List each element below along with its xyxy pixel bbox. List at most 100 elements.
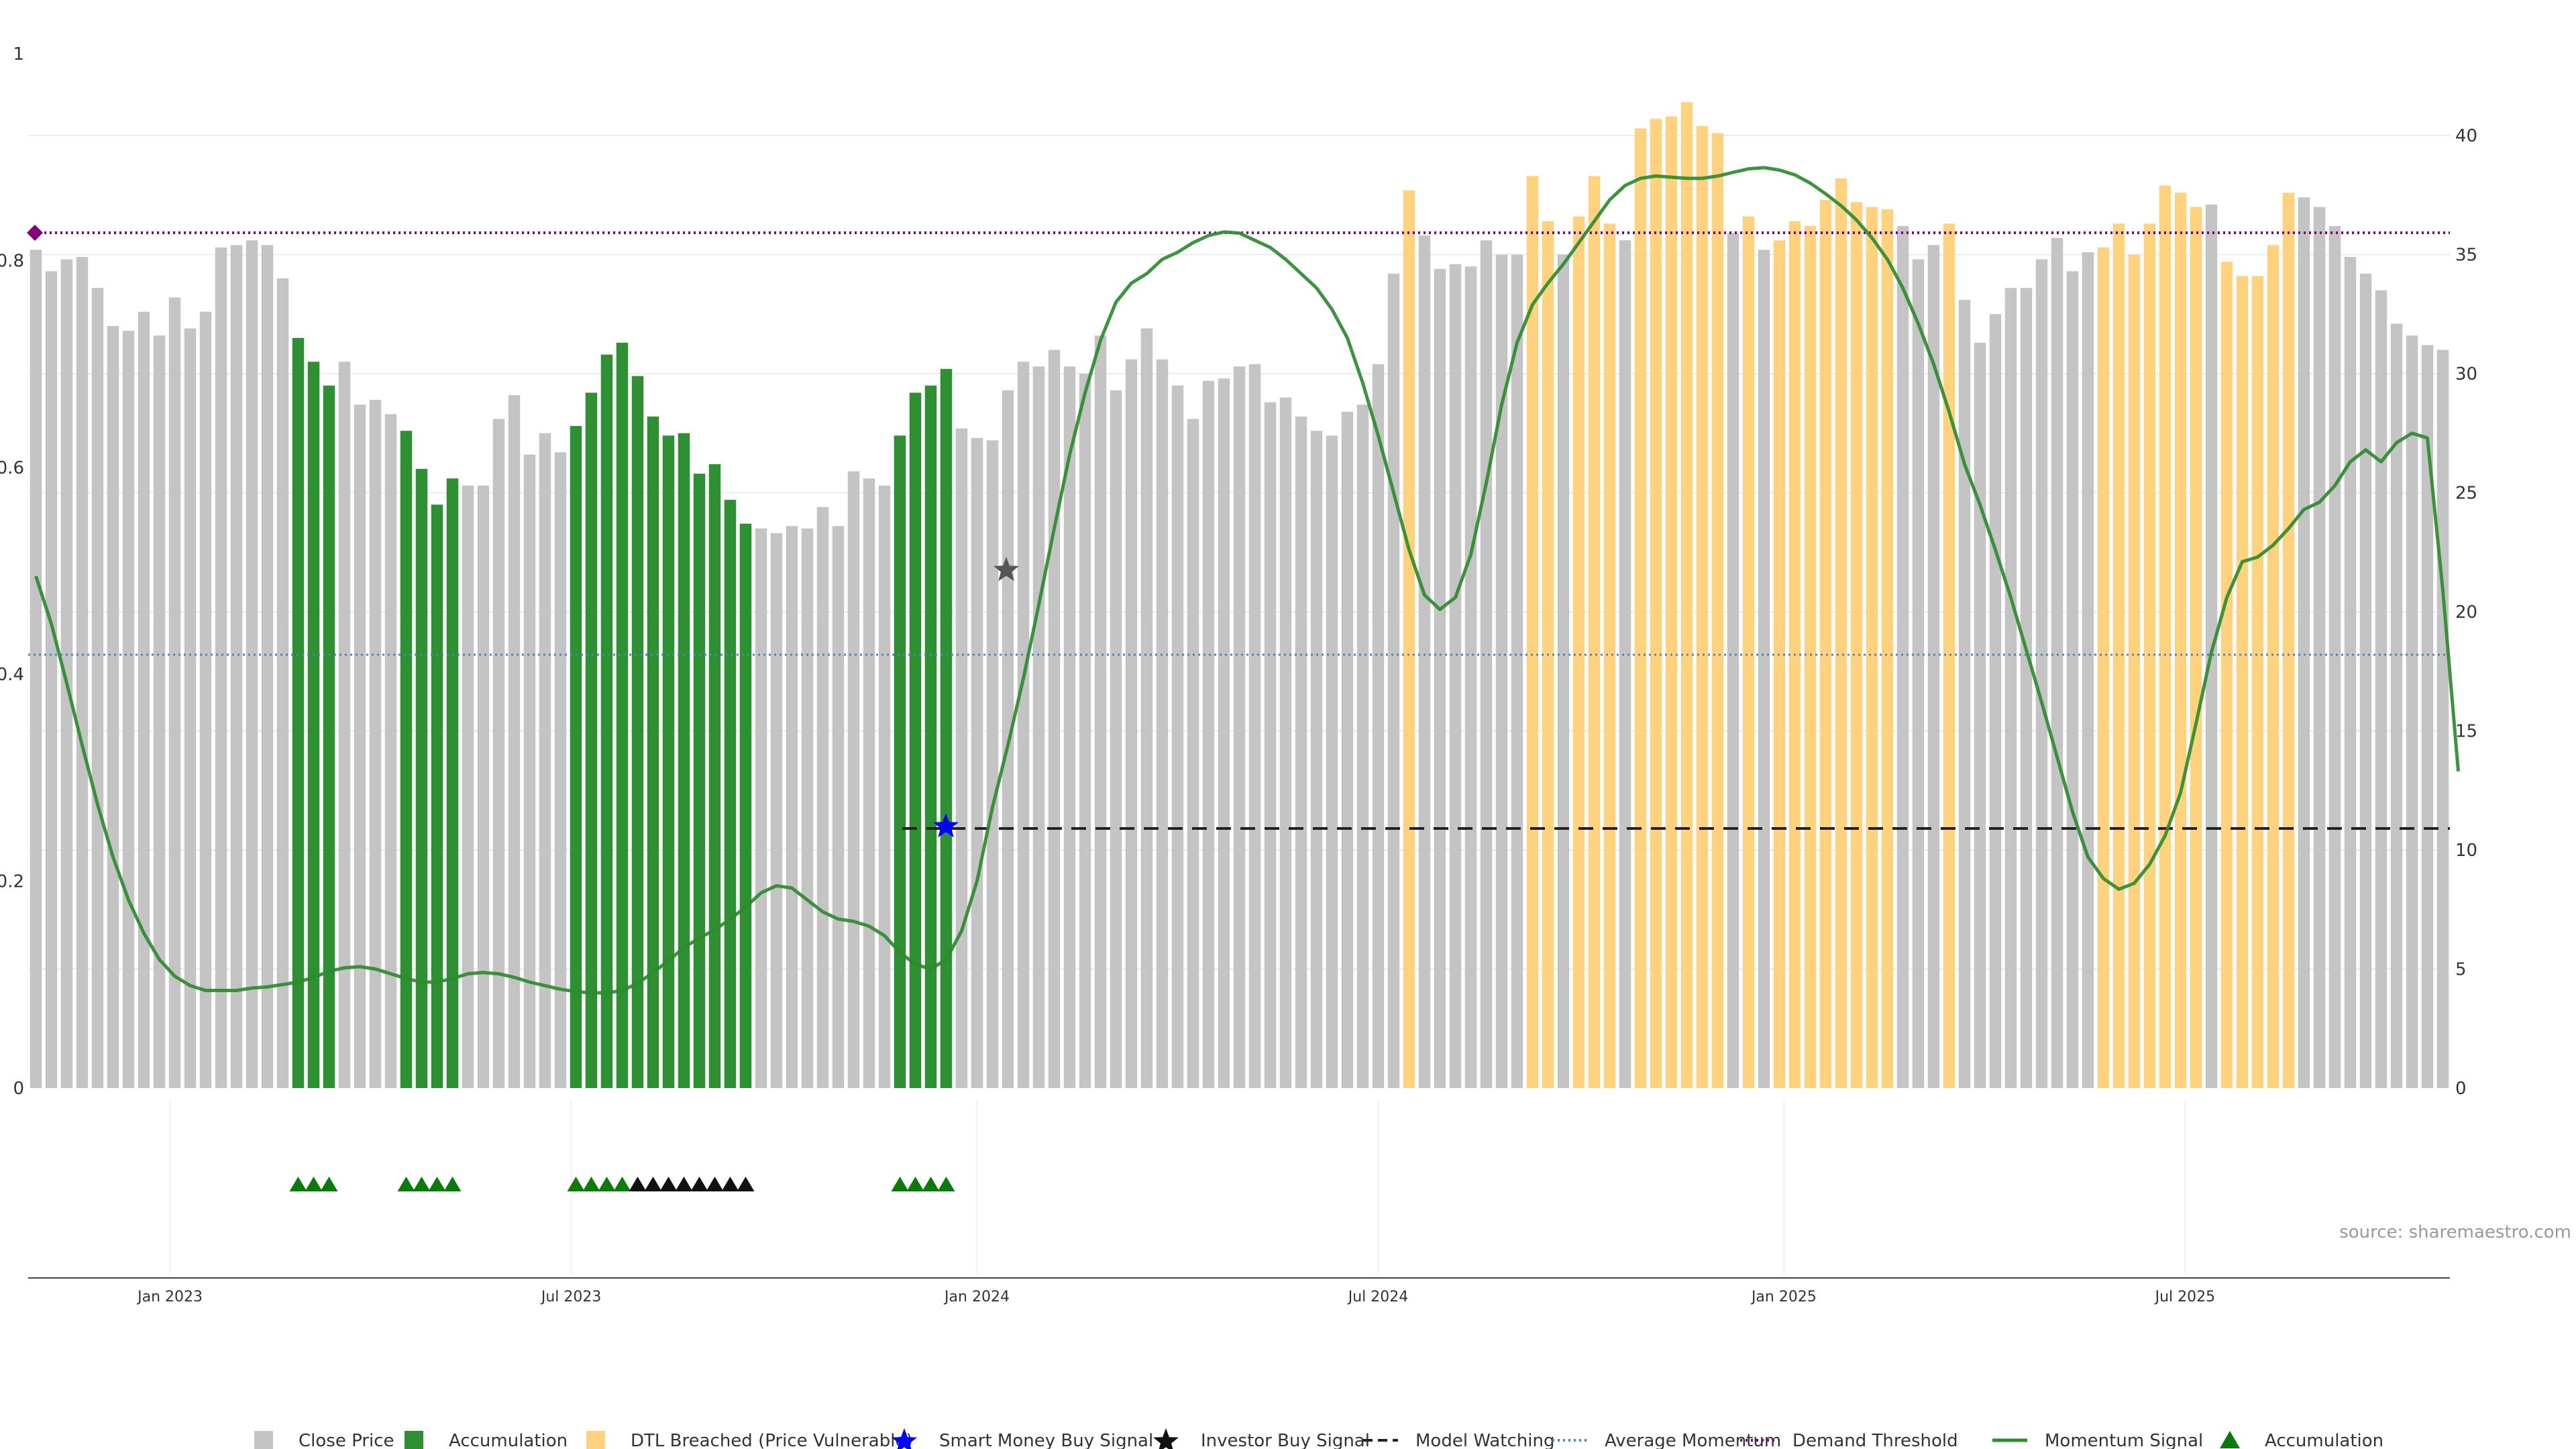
close-price-bar [477, 485, 490, 1088]
close-price-bar [801, 528, 814, 1088]
right-axis-tick: 40 [2455, 126, 2477, 146]
close-price-bar [1079, 374, 1091, 1088]
close-price-bar [1202, 380, 1215, 1088]
accumulation-triangle-dark [629, 1177, 647, 1191]
close-price-bar [847, 471, 860, 1088]
close-price-bar [2020, 288, 2033, 1089]
accumulation-bar [585, 392, 598, 1088]
accumulation-triangle [428, 1177, 446, 1191]
close-price-bar [199, 311, 212, 1089]
close-price-bar [2344, 257, 2357, 1088]
dtl-breached-bar [2190, 207, 2202, 1088]
dtl-breached-bar [2236, 276, 2249, 1089]
accumulation-triangle [598, 1177, 616, 1191]
close-price-bar [1480, 240, 1493, 1089]
close-price-bar [1619, 240, 1631, 1089]
right-axis-tick: 15 [2455, 722, 2477, 742]
left-axis-tick: 1 [13, 44, 24, 64]
x-axis-tick: Jul 2024 [1347, 1289, 1409, 1305]
accumulation-triangle-dark [706, 1177, 724, 1191]
dtl-breached-bar [1742, 216, 1755, 1089]
close-price-bar [338, 362, 351, 1088]
legend-item-dtl: DTL Breached (Price Vulnerable) [586, 1431, 913, 1449]
dtl-breached-bar [2128, 254, 2141, 1088]
accumulation-bar [600, 354, 613, 1088]
accumulation-bar [940, 368, 953, 1088]
close-price-bar [1017, 362, 1030, 1088]
close-price-bar [1387, 273, 1400, 1088]
close-price-bar [91, 288, 104, 1089]
dtl-breached-bar [1711, 133, 1724, 1089]
dtl-breached-bar [1665, 116, 1678, 1089]
close-price-bar [1958, 299, 1971, 1089]
close-price-bar [832, 526, 845, 1088]
dtl-breached-bar [2112, 223, 2125, 1089]
accumulation-triangle [906, 1177, 924, 1191]
legend-label-avg_momentum: Average Momentum [1605, 1431, 1781, 1449]
x-axis-tick: Jan 2024 [943, 1289, 1010, 1305]
accumulation-triangle-dark [690, 1177, 708, 1191]
accumulation-bar [431, 504, 443, 1088]
close-price-bar [384, 414, 397, 1088]
accumulation-bar [724, 500, 737, 1088]
accumulation-bar [693, 474, 706, 1088]
momentum-signal-line [34, 166, 2460, 995]
close-price-bar [2035, 259, 2048, 1089]
close-price-bar [1094, 335, 1107, 1089]
close-price-bar [1989, 314, 2002, 1088]
close-price-bar [1341, 411, 1354, 1088]
close-price-bar [986, 440, 999, 1088]
close-price-bar [2313, 207, 2326, 1088]
dtl-breached-bar [2097, 247, 2110, 1089]
accumulation-triangle [937, 1177, 955, 1191]
dtl-breached-bar [1572, 216, 1585, 1089]
smart-money-buy-star [933, 813, 959, 838]
legend-label-close: Close Price [299, 1431, 394, 1449]
right-axis-tick: 10 [2455, 841, 2477, 861]
dtl-breached-bar [1696, 125, 1709, 1088]
close-price-bar [523, 454, 536, 1088]
close-price-bar [2390, 323, 2403, 1089]
close-price-bar [2421, 345, 2434, 1088]
left-axis-tick: 0.8 [0, 251, 24, 271]
x-axis-tick: Jan 2023 [136, 1289, 203, 1305]
close-price-bar [76, 257, 89, 1088]
close-price-bar [369, 400, 382, 1088]
close-price-bar [261, 245, 274, 1088]
accumulation-bar [894, 435, 906, 1088]
close-price-bar [1418, 235, 1431, 1089]
right-axis-tick: 25 [2455, 484, 2477, 504]
legend-label-acc_marker: Accumulation [2265, 1431, 2383, 1449]
legend-label-demand: Demand Threshold [1792, 1431, 1958, 1449]
accumulation-triangle-dark [721, 1177, 739, 1191]
close-price-bar [1233, 366, 1246, 1088]
close-price-bar [2406, 335, 2418, 1089]
close-price-bar [1310, 431, 1323, 1088]
close-price-bar [539, 433, 551, 1088]
accumulation-triangle [567, 1177, 585, 1191]
investor-buy-star [994, 557, 1019, 582]
close-price-bar [2436, 350, 2449, 1088]
legend-item-smart: Smart Money Buy Signal [892, 1428, 1153, 1449]
close-price-bar [1248, 364, 1261, 1088]
close-price-bar [492, 419, 505, 1088]
close-price-bar [1464, 266, 1477, 1088]
close-price-bar [554, 452, 567, 1088]
legend-label-investor: Investor Buy Signal [1201, 1431, 1370, 1449]
close-price-bar [1727, 233, 1739, 1088]
close-price-bar [1295, 416, 1307, 1088]
legend-item-close: Close Price [254, 1431, 394, 1449]
close-price-bar [1372, 364, 1385, 1088]
legend: Close Price Accumulation DTL Breached (Pri… [254, 1428, 2383, 1449]
close-price-bar [1187, 419, 1199, 1088]
accumulation-triangle-dark [675, 1177, 693, 1191]
dtl-breached-bar [1850, 202, 1863, 1088]
close-price-bar [1063, 366, 1076, 1088]
close-price-bar [1171, 385, 1184, 1088]
price-bars [30, 102, 2449, 1089]
close-price-bar [246, 240, 258, 1089]
legend-swatch-dtl [586, 1431, 605, 1449]
close-price-bar [215, 247, 227, 1089]
close-price-bar [755, 528, 767, 1088]
legend-label-smart: Smart Money Buy Signal [939, 1431, 1153, 1449]
